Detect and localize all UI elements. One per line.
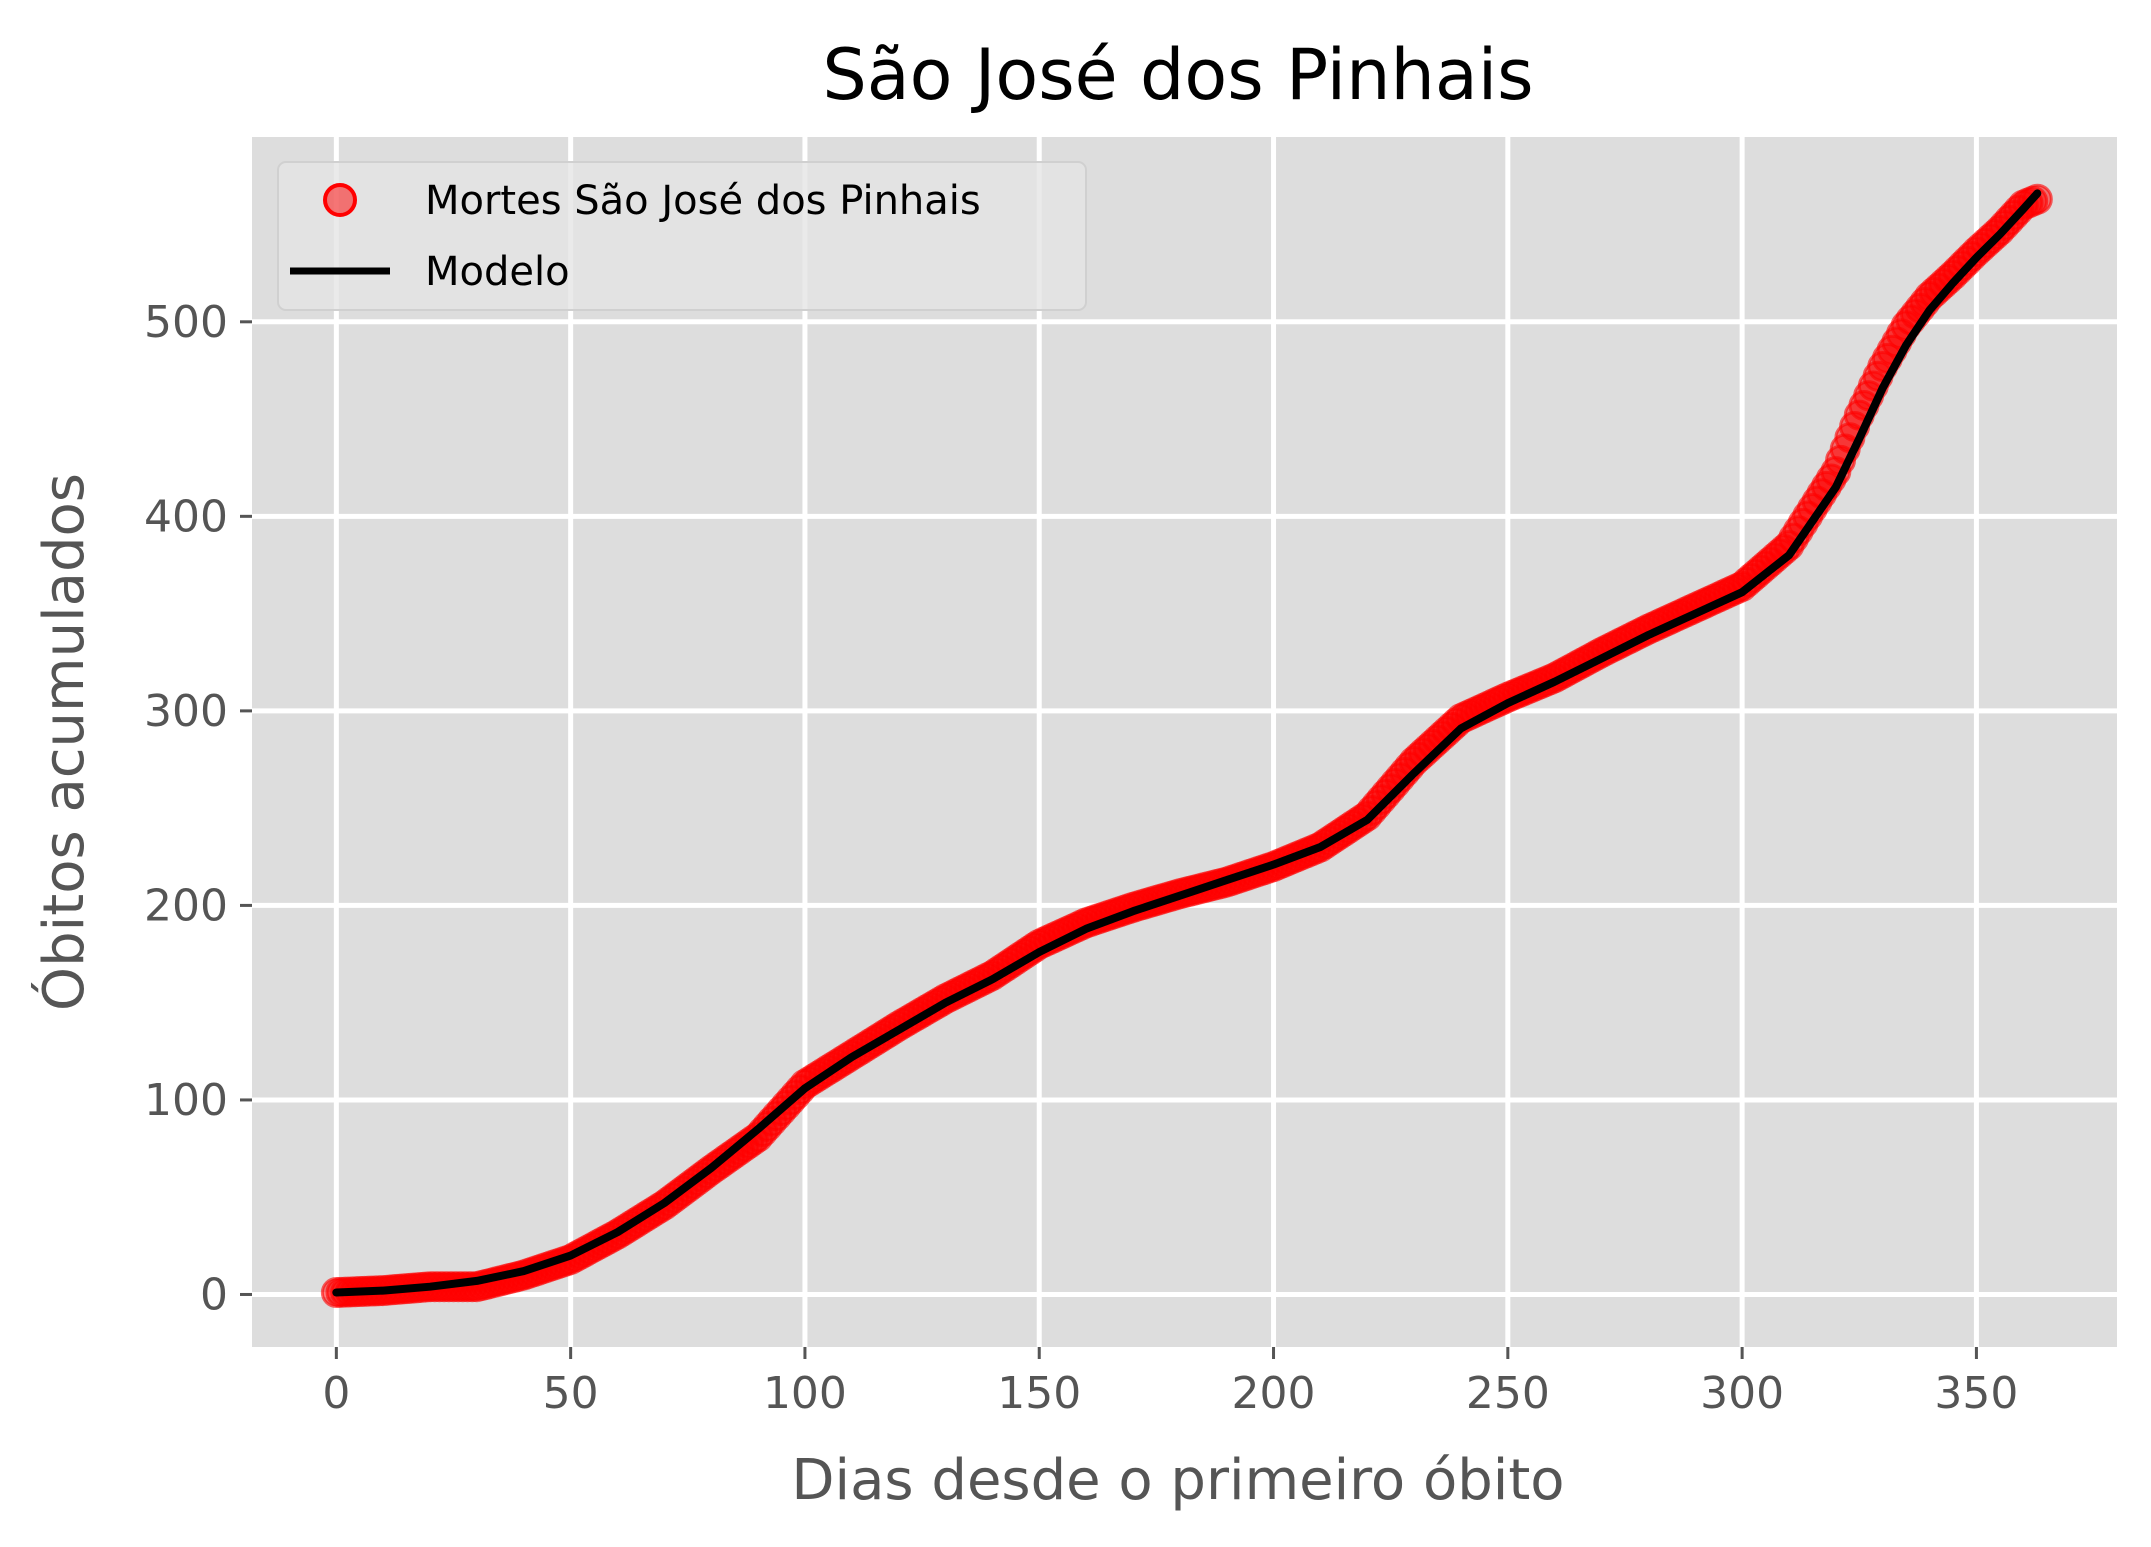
x-tick-label: 200 bbox=[1232, 1368, 1316, 1419]
x-tick-label: 0 bbox=[322, 1368, 350, 1419]
y-tick-label: 400 bbox=[144, 491, 228, 542]
legend-marker-points bbox=[323, 183, 357, 217]
x-tick-label: 350 bbox=[1934, 1368, 2018, 1419]
series-model-line bbox=[332, 189, 2042, 1297]
model-line bbox=[332, 189, 2042, 1297]
legend-label-line: Modelo bbox=[425, 249, 570, 295]
x-tick-label: 100 bbox=[763, 1368, 847, 1419]
y-tick-label: 300 bbox=[144, 686, 228, 737]
y-tick-label: 500 bbox=[144, 297, 228, 348]
x-tick-label: 300 bbox=[1700, 1368, 1784, 1419]
plot-area bbox=[252, 137, 2117, 1347]
legend: Mortes São José dos Pinhais Modelo bbox=[277, 161, 1087, 311]
x-tick-label: 50 bbox=[543, 1368, 599, 1419]
y-tick-label: 0 bbox=[200, 1269, 228, 1320]
x-axis-label: Dias desde o primeiro óbito bbox=[791, 1448, 1564, 1513]
legend-label-points: Mortes São José dos Pinhais bbox=[425, 178, 981, 224]
x-tick-label: 150 bbox=[997, 1368, 1081, 1419]
x-tick-label: 250 bbox=[1466, 1368, 1550, 1419]
x-axis-ticks: 0 50 100 150 200 250 300 350 bbox=[322, 1347, 2018, 1419]
y-tick-label: 200 bbox=[144, 880, 228, 931]
y-axis-label: Óbitos acumulados bbox=[32, 473, 97, 1011]
y-tick-label: 100 bbox=[144, 1075, 228, 1126]
y-axis-ticks: 0 100 200 300 400 500 bbox=[144, 297, 252, 1320]
legend-box bbox=[277, 161, 1087, 311]
chart-title: São José dos Pinhais bbox=[822, 34, 1533, 116]
